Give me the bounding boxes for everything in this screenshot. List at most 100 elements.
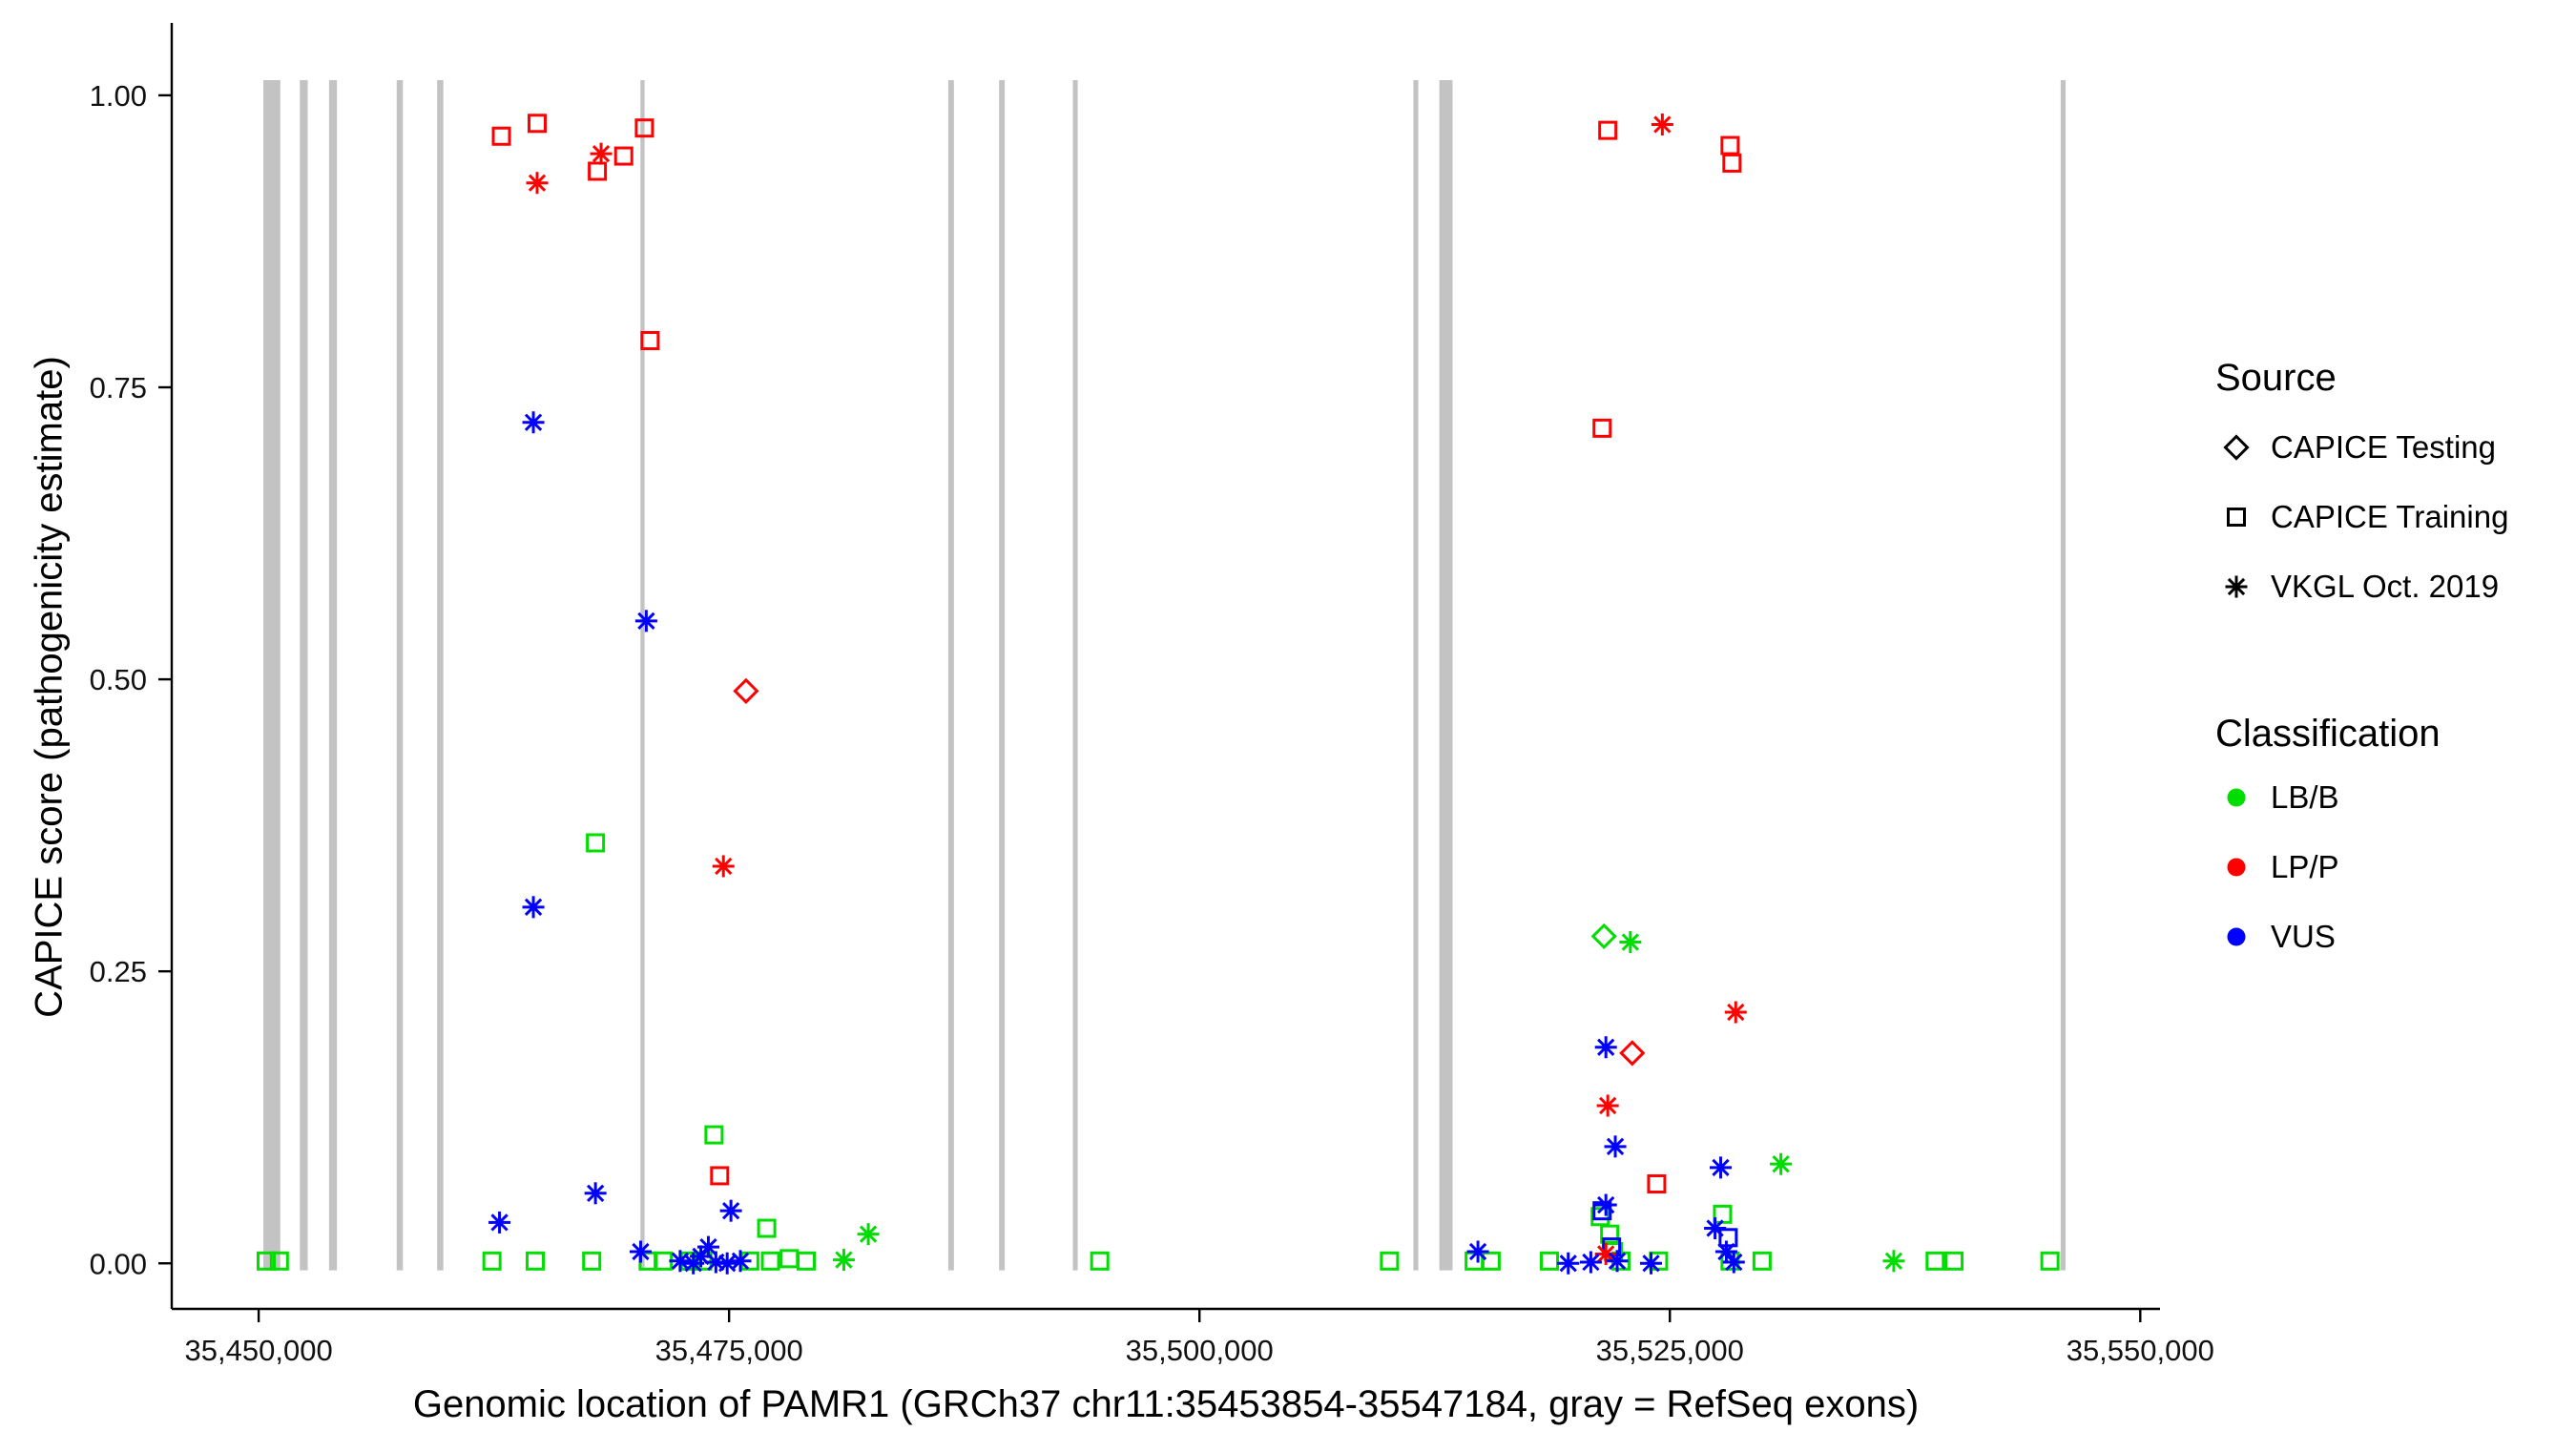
square-icon bbox=[2227, 507, 2246, 527]
exon-bar bbox=[1439, 79, 1453, 1271]
x-tick-label: 35,525,000 bbox=[1596, 1334, 1744, 1367]
data-point bbox=[1718, 1228, 1738, 1248]
data-point bbox=[1724, 1001, 1747, 1024]
data-point bbox=[1647, 1173, 1667, 1193]
data-point bbox=[1709, 1156, 1732, 1179]
x-tick-label: 35,475,000 bbox=[655, 1334, 803, 1367]
data-point bbox=[733, 677, 759, 704]
data-point bbox=[613, 146, 634, 166]
data-point bbox=[584, 1182, 607, 1205]
y-tick-label: 0.50 bbox=[90, 663, 147, 696]
data-point bbox=[588, 161, 608, 181]
data-point bbox=[797, 1251, 817, 1271]
legend-source-group: Source CAPICE Testing CAPICE Training VKGL… bbox=[2215, 355, 2576, 621]
diamond-icon bbox=[2223, 433, 2250, 461]
data-point bbox=[1713, 1204, 1733, 1224]
data-point bbox=[640, 331, 660, 351]
y-tick-label: 0.75 bbox=[90, 371, 147, 404]
legend-item-lp-p: LP/P bbox=[2215, 832, 2576, 902]
data-point bbox=[1882, 1250, 1905, 1273]
data-point bbox=[1540, 1251, 1560, 1271]
data-point bbox=[1604, 1135, 1627, 1158]
legend-item-label: VUS bbox=[2271, 918, 2336, 954]
data-point bbox=[582, 1251, 602, 1271]
legend-classification-title: Classification bbox=[2215, 713, 2441, 755]
circle-icon bbox=[2227, 927, 2246, 945]
legend-item-lb-b: LB/B bbox=[2215, 762, 2576, 832]
circle-icon bbox=[2227, 858, 2246, 876]
x-axis-title: Genomic location of PAMR1 (GRCh37 chr11:… bbox=[412, 1383, 1920, 1425]
data-point bbox=[1722, 1251, 1745, 1274]
data-point bbox=[1380, 1251, 1400, 1271]
data-point bbox=[269, 1251, 289, 1271]
data-point bbox=[488, 1211, 511, 1234]
legend-item-capice-training: CAPICE Training bbox=[2215, 482, 2576, 551]
data-point bbox=[1090, 1251, 1110, 1271]
exon-bar bbox=[947, 79, 954, 1271]
data-point bbox=[704, 1125, 724, 1145]
data-point bbox=[522, 411, 545, 434]
data-point bbox=[482, 1251, 502, 1271]
data-point bbox=[760, 1251, 780, 1271]
exon-bar bbox=[1413, 79, 1419, 1271]
exon-bar bbox=[437, 79, 444, 1271]
data-point bbox=[491, 126, 511, 146]
data-point bbox=[526, 1251, 546, 1271]
data-point bbox=[832, 1249, 855, 1272]
data-point bbox=[1557, 1252, 1580, 1275]
data-point bbox=[1720, 135, 1740, 156]
circle-icon bbox=[2227, 788, 2246, 806]
data-point bbox=[1770, 1152, 1793, 1175]
legend: Source CAPICE Testing CAPICE Training VKGL… bbox=[2215, 355, 2576, 971]
x-tick-label: 35,450,000 bbox=[185, 1334, 333, 1367]
data-point bbox=[1704, 1217, 1727, 1240]
exon-bar bbox=[999, 79, 1006, 1271]
data-point bbox=[716, 1252, 738, 1275]
data-point bbox=[634, 610, 657, 633]
exon-bar bbox=[640, 79, 645, 1271]
asterisk-icon bbox=[2225, 575, 2248, 597]
legend-item-capice-testing: CAPICE Testing bbox=[2215, 412, 2576, 482]
x-tick-label: 35,500,000 bbox=[1126, 1334, 1274, 1367]
x-tick-label: 35,550,000 bbox=[2067, 1334, 2214, 1367]
data-point bbox=[1481, 1251, 1501, 1271]
data-point bbox=[1619, 1040, 1646, 1067]
data-point bbox=[1594, 1242, 1617, 1265]
data-point bbox=[526, 172, 549, 195]
exon-bar bbox=[396, 79, 404, 1271]
data-point bbox=[634, 118, 654, 138]
data-point bbox=[1606, 1250, 1629, 1273]
exon-bar bbox=[2060, 79, 2066, 1271]
data-point bbox=[586, 833, 606, 853]
circle-icon bbox=[2227, 788, 2246, 806]
legend-source-title: Source bbox=[2215, 357, 2337, 399]
legend-classification-group: Classification LB/B LP/P VUS bbox=[2215, 711, 2576, 971]
data-point bbox=[757, 1218, 777, 1238]
data-point bbox=[1596, 1094, 1619, 1117]
data-point bbox=[1619, 931, 1642, 954]
legend-item-label: CAPICE Testing bbox=[2271, 428, 2496, 465]
data-point bbox=[729, 1250, 752, 1273]
data-point bbox=[1592, 418, 1612, 438]
y-tick-label: 1.00 bbox=[90, 79, 147, 113]
circle-icon bbox=[2227, 858, 2246, 876]
asterisk-icon bbox=[2225, 575, 2248, 597]
data-point bbox=[779, 1249, 800, 1269]
legend-item-vus: VUS bbox=[2215, 902, 2576, 971]
data-point bbox=[1944, 1251, 1964, 1271]
data-point bbox=[1579, 1251, 1602, 1274]
data-point bbox=[669, 1250, 692, 1273]
data-point bbox=[629, 1240, 652, 1263]
data-point bbox=[857, 1223, 880, 1246]
legend-item-vkgl-oct-2019: VKGL Oct. 2019 bbox=[2215, 551, 2576, 621]
legend-classification-items: LB/B LP/P VUS bbox=[2215, 762, 2576, 971]
data-point bbox=[590, 142, 613, 165]
data-point bbox=[1722, 153, 1742, 173]
exon-bar bbox=[263, 79, 280, 1271]
data-point bbox=[1640, 1252, 1663, 1275]
data-point bbox=[527, 114, 547, 134]
data-point bbox=[712, 855, 735, 878]
data-point bbox=[1651, 114, 1673, 136]
